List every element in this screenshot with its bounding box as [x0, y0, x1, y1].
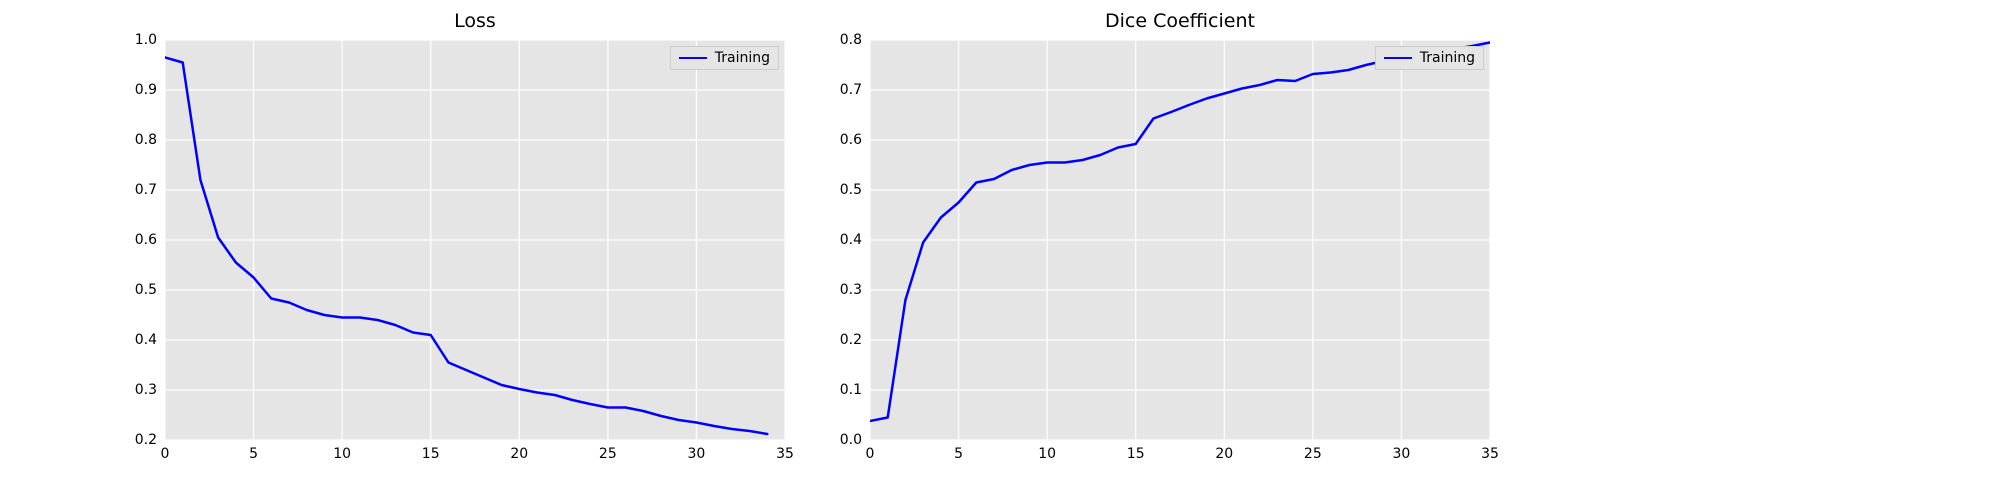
- plot-area: [870, 40, 1490, 440]
- legend: Training: [1375, 46, 1484, 70]
- subplot-dice: Dice Coefficient0.00.10.20.30.40.50.60.7…: [870, 40, 1490, 440]
- chart-title: Loss: [165, 10, 785, 32]
- ytick-label: 0.9: [135, 82, 165, 98]
- xtick-label: 5: [249, 440, 258, 462]
- ytick-label: 0.8: [840, 32, 870, 48]
- ytick-label: 0.2: [840, 332, 870, 348]
- ytick-label: 0.5: [135, 282, 165, 298]
- xtick-label: 25: [1304, 440, 1322, 462]
- ytick-label: 0.3: [840, 282, 870, 298]
- xtick-label: 20: [1215, 440, 1233, 462]
- xtick-label: 35: [776, 440, 794, 462]
- ytick-label: 1.0: [135, 32, 165, 48]
- ytick-label: 0.7: [840, 82, 870, 98]
- xtick-label: 30: [1393, 440, 1411, 462]
- legend-label: Training: [1420, 50, 1475, 66]
- legend: Training: [670, 46, 779, 70]
- ytick-label: 0.4: [840, 232, 870, 248]
- ytick-label: 0.8: [135, 132, 165, 148]
- xtick-label: 0: [866, 440, 875, 462]
- subplot-loss: Loss0.20.30.40.50.60.70.80.91.0051015202…: [165, 40, 785, 440]
- xtick-label: 25: [599, 440, 617, 462]
- xtick-label: 10: [1038, 440, 1056, 462]
- legend-swatch: [1384, 57, 1412, 59]
- xtick-label: 15: [1127, 440, 1145, 462]
- xtick-label: 10: [333, 440, 351, 462]
- xtick-label: 15: [422, 440, 440, 462]
- plot-area: [165, 40, 785, 440]
- ytick-label: 0.7: [135, 182, 165, 198]
- chart-title: Dice Coefficient: [870, 10, 1490, 32]
- xtick-label: 35: [1481, 440, 1499, 462]
- ytick-label: 0.4: [135, 332, 165, 348]
- xtick-label: 30: [688, 440, 706, 462]
- ytick-label: 0.1: [840, 382, 870, 398]
- legend-swatch: [679, 57, 707, 59]
- xtick-label: 5: [954, 440, 963, 462]
- xtick-label: 0: [161, 440, 170, 462]
- ytick-label: 0.6: [135, 232, 165, 248]
- figure: Loss 0.2 0.3 0.4 0.5 0.6 0.7 0.8 0.9 1.0 0 5 10 15 20 2…: [0, 0, 2000, 500]
- xtick-label: 20: [510, 440, 528, 462]
- legend-label: Training: [715, 50, 770, 66]
- ytick-label: 0.5: [840, 182, 870, 198]
- ytick-label: 0.3: [135, 382, 165, 398]
- ytick-label: 0.6: [840, 132, 870, 148]
